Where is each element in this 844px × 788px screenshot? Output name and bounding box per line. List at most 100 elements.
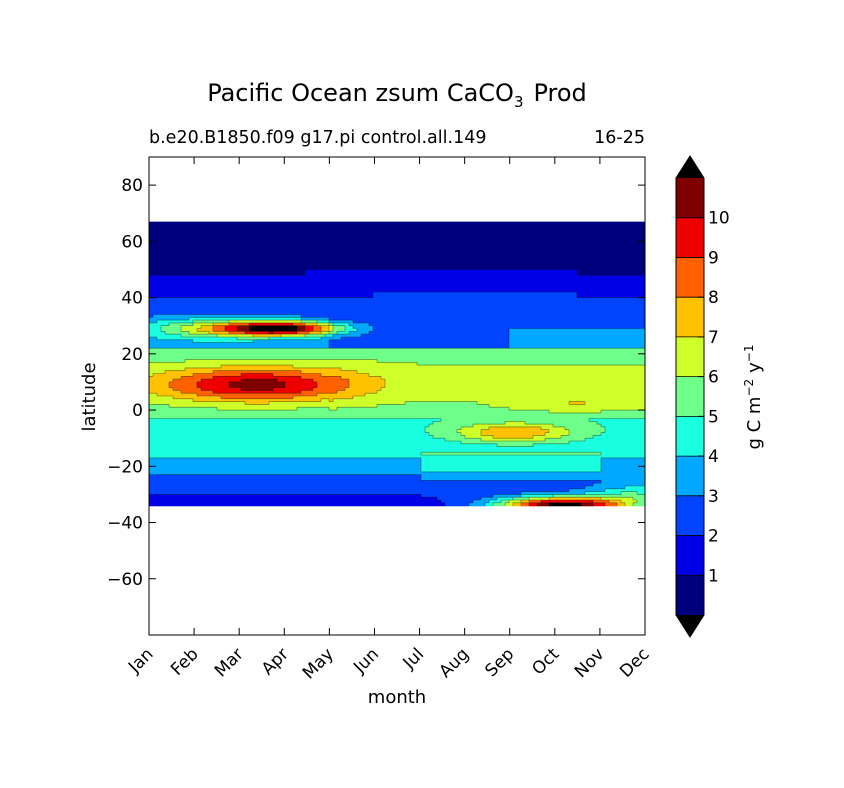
heatmap-cell [169,263,174,268]
heatmap-cell [165,241,170,245]
heatmap-cell [201,275,206,279]
heatmap-cell [169,266,174,271]
heatmap-cell [249,261,254,265]
heatmap-cell [385,272,390,276]
heatmap-cell [209,261,214,265]
heatmap-cell [481,258,486,262]
heatmap-cell [469,241,474,245]
heatmap-cell [433,258,438,262]
heatmap-cell [225,266,230,271]
heatmap-cell [445,241,450,245]
heatmap-cell [469,230,474,234]
heatmap-cell [457,232,462,237]
heatmap-cell [213,232,218,237]
heatmap-cell [333,275,338,279]
heatmap-cell [229,246,234,251]
heatmap-cell [229,255,234,259]
heatmap-cell [525,221,530,226]
heatmap-cell [561,232,566,237]
heatmap-cell [165,269,170,273]
heatmap-cell [221,272,226,276]
heatmap-cell [305,224,310,228]
heatmap-cell [509,261,514,265]
heatmap-cell [481,269,486,273]
heatmap-cell [485,232,490,237]
heatmap-cell [469,224,474,228]
heatmap-cell [173,266,178,271]
heatmap-cell [505,249,510,254]
heatmap-cell [337,272,342,276]
heatmap-cell [173,227,178,231]
heatmap-cell [325,263,330,268]
heatmap-cell [489,258,494,262]
heatmap-cell [473,221,478,226]
heatmap-cell [581,232,586,237]
heatmap-cell [493,227,498,231]
heatmap-cell [357,238,362,242]
heatmap-cell [237,255,242,259]
heatmap-cell [477,255,482,259]
heatmap-cell [213,261,218,265]
heatmap-cell [485,261,490,265]
heatmap-cell [517,258,522,262]
heatmap-cell [585,263,590,268]
heatmap-cell [549,224,554,228]
heatmap-cell [465,252,470,257]
heatmap-cell [533,263,538,268]
heatmap-cell [293,252,298,257]
heatmap-cell [461,249,466,254]
heatmap-cell [481,272,486,276]
heatmap-cell [325,255,330,259]
heatmap-cell [417,227,422,231]
heatmap-cell [597,272,602,276]
heatmap-cell [329,227,334,231]
heatmap-cell [397,275,402,279]
heatmap-cell [265,258,270,262]
heatmap-cell [321,255,326,259]
heatmap-cell [353,227,358,231]
heatmap-cell [189,263,194,268]
heatmap-cell [257,235,262,240]
heatmap-cell [545,238,550,242]
heatmap-cell [621,272,626,276]
heatmap-cell [149,224,154,228]
heatmap-cell [197,224,202,228]
heatmap-cell [401,232,406,237]
heatmap-cell [165,249,170,254]
heatmap-cell [249,235,254,240]
heatmap-cell [289,263,294,268]
heatmap-cell [561,263,566,268]
heatmap-cell [177,272,182,276]
heatmap-cell [429,221,434,226]
heatmap-cell [397,244,402,248]
heatmap-cell [313,266,318,271]
heatmap-cell [493,241,498,245]
heatmap-cell [225,255,230,259]
heatmap-cell [405,261,410,265]
heatmap-cell [521,227,526,231]
heatmap-cell [153,238,158,242]
heatmap-cell [157,246,162,251]
heatmap-cell [257,246,262,251]
heatmap-cell [417,241,422,245]
heatmap-cell [593,272,598,276]
heatmap-cell [617,258,622,262]
heatmap-cell [381,230,386,234]
heatmap-cell [561,258,566,262]
heatmap-cell [465,241,470,245]
heatmap-cell [393,258,398,262]
heatmap-cell [433,221,438,226]
heatmap-cell [429,224,434,228]
heatmap-cell [205,238,210,242]
heatmap-cell [317,230,322,234]
heatmap-cell [377,249,382,254]
heatmap-cell [497,235,502,240]
heatmap-cell [509,252,514,257]
heatmap-cell [461,258,466,262]
heatmap-cell [345,255,350,259]
heatmap-cell [389,244,394,248]
heatmap-cell [277,252,282,257]
heatmap-cell [517,227,522,231]
heatmap-cell [609,230,614,234]
heatmap-cell [437,258,442,262]
